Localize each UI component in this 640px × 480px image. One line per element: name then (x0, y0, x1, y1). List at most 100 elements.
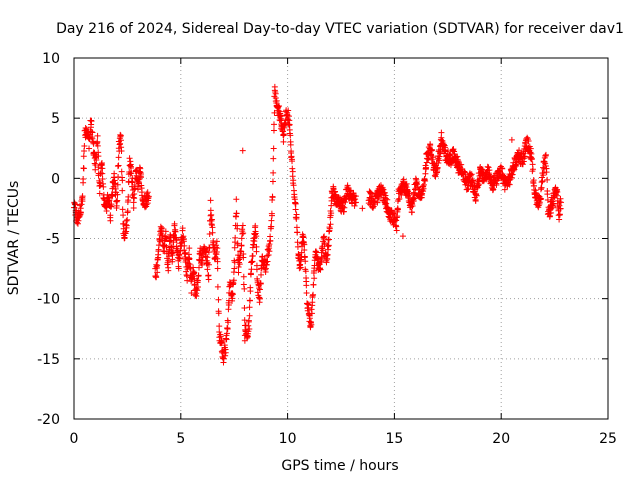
data-point (154, 262, 161, 269)
data-point (431, 172, 438, 179)
data-point (557, 195, 564, 202)
data-point (241, 337, 248, 344)
data-point (114, 191, 121, 198)
x-tick-label: 15 (385, 431, 403, 447)
data-point (396, 195, 403, 202)
data-point (81, 147, 88, 154)
data-point (224, 325, 231, 332)
data-point (289, 173, 296, 180)
data-point (525, 137, 532, 144)
data-point (88, 118, 95, 125)
data-point (237, 252, 244, 259)
data-point (107, 203, 114, 210)
data-point (294, 229, 301, 236)
data-point (324, 255, 331, 262)
data-point (270, 145, 277, 152)
data-point (540, 172, 547, 179)
chart-title: Day 216 of 2024, Sidereal Day-to-day VTE… (56, 21, 624, 37)
data-point (80, 153, 87, 160)
data-point (335, 194, 342, 201)
y-tick-labels: -20 -15 -10 -5 0 5 10 (37, 51, 60, 428)
data-point (233, 210, 240, 217)
data-point (317, 266, 324, 273)
data-point (239, 222, 246, 229)
x-tick-label: 20 (492, 431, 510, 447)
data-point (80, 176, 87, 183)
data-point (324, 251, 331, 258)
data-point (516, 147, 523, 154)
x-tick-label: 0 (70, 431, 79, 447)
data-point (507, 176, 514, 183)
data-point (382, 199, 389, 206)
data-point (230, 277, 237, 284)
data-point (399, 233, 406, 240)
data-point (99, 170, 106, 177)
data-point (106, 197, 113, 204)
data-point (544, 176, 551, 183)
data-point (558, 199, 565, 206)
data-point (287, 132, 294, 139)
data-point (325, 243, 332, 250)
data-point (325, 236, 332, 243)
data-point (253, 266, 260, 273)
data-point (393, 217, 400, 224)
data-point (240, 254, 247, 261)
data-point (328, 210, 335, 217)
data-point (253, 243, 260, 250)
data-point (485, 164, 492, 171)
data-point (233, 196, 240, 203)
data-point (305, 304, 312, 311)
data-point (470, 177, 477, 184)
data-point (217, 333, 224, 340)
data-point (195, 272, 202, 279)
data-point (435, 160, 442, 167)
data-point (428, 147, 435, 154)
data-point (422, 177, 429, 184)
data-point (117, 132, 124, 139)
data-point (143, 201, 150, 208)
x-tick-label: 5 (176, 431, 185, 447)
data-point (408, 209, 415, 216)
data-point (95, 153, 102, 160)
data-point (280, 131, 287, 138)
data-point (419, 186, 426, 193)
data-point (213, 242, 220, 249)
data-point (172, 228, 179, 235)
data-point (124, 208, 131, 215)
data-point (207, 212, 214, 219)
data-point (240, 230, 247, 237)
data-point (301, 247, 308, 254)
data-point (247, 288, 254, 295)
data-point (303, 282, 310, 289)
data-point (266, 248, 273, 255)
data-point (216, 323, 223, 330)
data-point (256, 295, 263, 302)
data-point (528, 150, 535, 157)
data-point (89, 129, 96, 136)
data-point (326, 225, 333, 232)
data-point (208, 211, 215, 218)
data-point (170, 239, 177, 246)
data-point (165, 267, 172, 274)
data-point (82, 124, 89, 131)
data-point (268, 212, 275, 219)
data-point (194, 287, 201, 294)
data-point (249, 252, 256, 259)
data-point (499, 165, 506, 172)
data-point (162, 228, 169, 235)
data-point (393, 227, 400, 234)
y-tick-label: 5 (51, 111, 60, 127)
data-point (549, 203, 556, 210)
data-point (165, 257, 172, 264)
data-point (230, 280, 237, 287)
data-point (352, 199, 359, 206)
data-point (81, 142, 88, 149)
data-point (119, 187, 126, 194)
data-point (154, 269, 161, 276)
data-point (306, 315, 313, 322)
y-tick-label: -5 (46, 232, 60, 248)
data-point (310, 281, 317, 288)
data-point (475, 182, 482, 189)
data-point (254, 277, 261, 284)
data-point (286, 121, 293, 128)
